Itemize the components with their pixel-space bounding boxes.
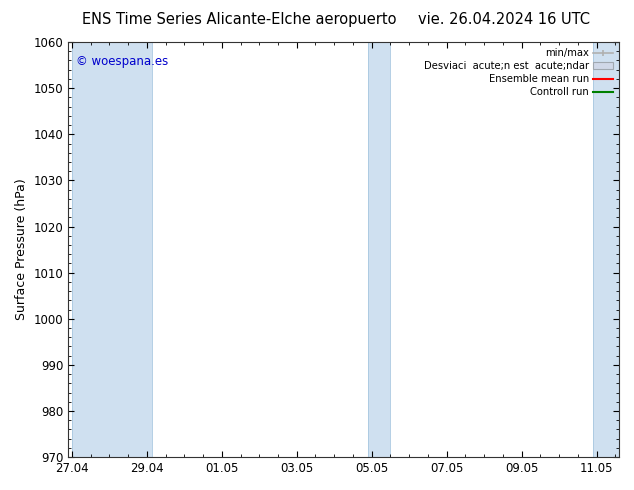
Text: © woespana.es: © woespana.es: [77, 54, 169, 68]
Y-axis label: Surface Pressure (hPa): Surface Pressure (hPa): [15, 179, 28, 320]
Bar: [593, 42, 619, 457]
Bar: [72, 42, 153, 457]
Bar: [368, 42, 391, 457]
Text: ENS Time Series Alicante-Elche aeropuerto: ENS Time Series Alicante-Elche aeropuert…: [82, 12, 397, 27]
Text: vie. 26.04.2024 16 UTC: vie. 26.04.2024 16 UTC: [418, 12, 590, 27]
Legend: min/max, Desviaci  acute;n est  acute;ndar, Ensemble mean run, Controll run: min/max, Desviaci acute;n est acute;ndar…: [420, 44, 617, 101]
